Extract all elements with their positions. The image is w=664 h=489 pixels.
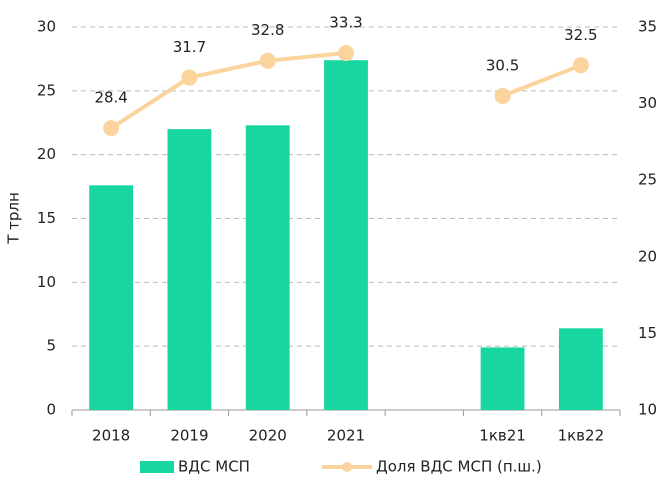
y2-tick-label: 25 (638, 171, 657, 189)
y-tick-label: 10 (37, 273, 56, 291)
bar (245, 125, 290, 410)
y2-tick-label: 30 (638, 94, 657, 112)
y2-tick-label: 15 (638, 324, 657, 342)
y-tick-label: 5 (46, 337, 56, 355)
legend-label: Доля ВДС МСП (п.ш.) (376, 458, 542, 476)
data-label: 30.5 (486, 56, 519, 74)
y-tick-label: 20 (37, 145, 56, 163)
data-label: 31.7 (173, 38, 206, 56)
line-marker (572, 57, 589, 74)
line-marker (181, 69, 198, 86)
legend-swatch (342, 462, 352, 472)
line-marker (338, 45, 354, 62)
x-tick-label: 1кв21 (479, 427, 526, 445)
bar (324, 60, 368, 411)
legend-swatch (140, 461, 174, 473)
data-label: 32.8 (251, 21, 284, 39)
line-marker (494, 87, 511, 104)
x-tick-label: 2018 (92, 427, 130, 445)
y2-tick-label: 35 (638, 18, 657, 36)
x-tick-label: 2019 (170, 427, 208, 445)
data-label: 32.5 (564, 26, 597, 44)
y-tick-label: 15 (37, 209, 56, 227)
y-tick-label: 0 (46, 401, 56, 419)
y2-tick-label: 20 (638, 247, 657, 265)
y-tick-label: 25 (37, 81, 56, 99)
bar (167, 129, 212, 410)
y-tick-label: 30 (37, 18, 56, 36)
x-tick-label: 2020 (249, 427, 287, 445)
bar (89, 185, 134, 410)
x-tick-label: 1кв22 (558, 427, 605, 445)
bar (480, 347, 525, 410)
line-marker (259, 52, 276, 69)
legend-label: ВДС МСП (178, 458, 250, 476)
line-marker (103, 120, 120, 137)
bar (558, 328, 603, 410)
data-label: 33.3 (329, 14, 362, 32)
y-axis-label: Т трлн (5, 192, 23, 245)
data-label: 28.4 (94, 89, 127, 107)
y2-tick-label: 10 (638, 401, 657, 419)
line (110, 51, 582, 130)
x-tick-label: 2021 (327, 427, 365, 445)
